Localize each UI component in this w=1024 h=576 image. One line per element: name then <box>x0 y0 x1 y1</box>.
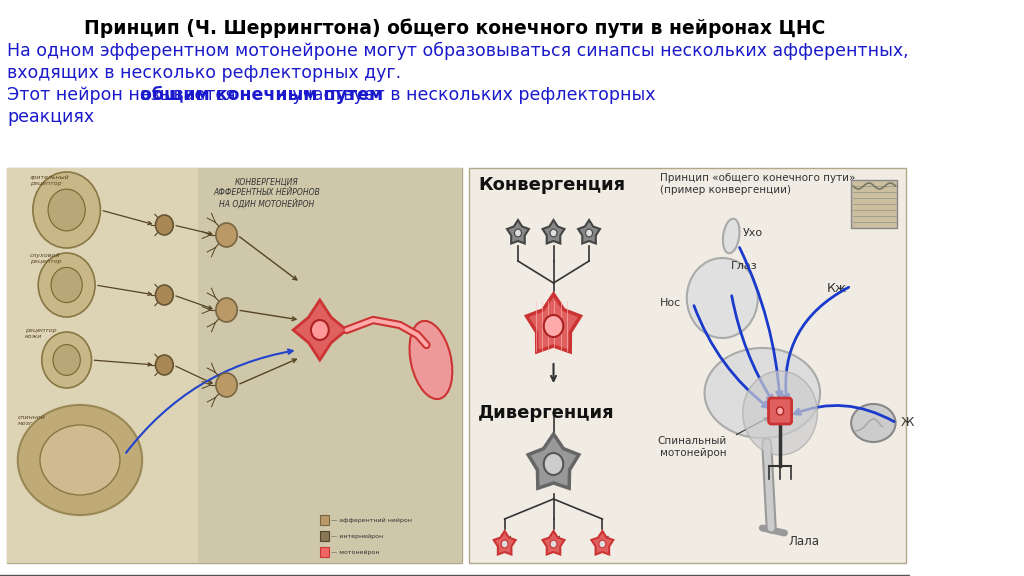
Circle shape <box>33 172 100 248</box>
Circle shape <box>776 407 783 415</box>
Polygon shape <box>543 220 564 244</box>
Circle shape <box>545 316 562 336</box>
Text: входящих в несколько рефлекторных дуг.: входящих в несколько рефлекторных дуг. <box>7 64 401 82</box>
Bar <box>199 168 462 563</box>
Ellipse shape <box>851 404 896 442</box>
Circle shape <box>156 355 173 375</box>
Polygon shape <box>526 294 581 352</box>
Text: и участвует в нескольких рефлекторных: и участвует в нескольких рефлекторных <box>270 86 655 104</box>
Circle shape <box>514 229 521 237</box>
Circle shape <box>53 344 80 376</box>
Text: — интернейрон: — интернейрон <box>331 533 383 539</box>
Text: Ухо: Ухо <box>742 228 763 238</box>
Bar <box>319 547 329 557</box>
Text: Нос: Нос <box>660 298 681 308</box>
Polygon shape <box>494 531 516 555</box>
FancyBboxPatch shape <box>768 398 792 424</box>
Circle shape <box>687 258 758 338</box>
Text: — мотонейрон: — мотонейрон <box>331 550 379 555</box>
Text: КОНВЕРГЕНЦИЯ
АФФЕРЕНТНЫХ НЕЙРОНОВ
НА ОДИН МОТОНЕЙРОН: КОНВЕРГЕНЦИЯ АФФЕРЕНТНЫХ НЕЙРОНОВ НА ОДИ… <box>213 178 319 209</box>
Bar <box>469 168 906 563</box>
Bar <box>319 515 329 525</box>
Ellipse shape <box>17 405 142 515</box>
Text: — афферентний нейрон: — афферентний нейрон <box>331 517 412 522</box>
Text: Принцип «общего конечного пути»
(пример конвергенции): Принцип «общего конечного пути» (пример … <box>660 173 855 195</box>
Ellipse shape <box>410 321 453 399</box>
Text: Принцип (Ч. Шеррингтона) общего конечного пути в нейронах ЦНС: Принцип (Ч. Шеррингтона) общего конечног… <box>84 18 825 37</box>
Bar <box>851 180 897 228</box>
Text: Этот нейрон называется: Этот нейрон называется <box>7 86 241 104</box>
Polygon shape <box>507 220 529 244</box>
Circle shape <box>742 371 817 455</box>
Circle shape <box>48 189 85 231</box>
Circle shape <box>546 455 561 473</box>
Text: Лала: Лала <box>788 535 820 548</box>
Text: Глаз: Глаз <box>731 261 758 271</box>
Circle shape <box>311 320 329 340</box>
Circle shape <box>216 373 238 397</box>
Polygon shape <box>579 220 600 244</box>
Text: слуховой
рецептор: слуховой рецептор <box>30 253 61 264</box>
Circle shape <box>544 453 563 475</box>
Circle shape <box>38 253 95 317</box>
Circle shape <box>51 267 82 302</box>
Circle shape <box>42 332 91 388</box>
Circle shape <box>586 229 593 237</box>
Circle shape <box>216 298 238 322</box>
Text: зрительный
рецептор: зрительный рецептор <box>30 175 70 186</box>
Circle shape <box>216 223 238 247</box>
Text: спинной
мозг: спинной мозг <box>17 415 46 426</box>
Bar <box>319 531 329 541</box>
Circle shape <box>599 540 606 548</box>
Polygon shape <box>293 300 346 360</box>
Text: Спинальный
мотонейрон: Спинальный мотонейрон <box>657 436 727 457</box>
Circle shape <box>156 215 173 235</box>
Text: На одном эфферентном мотонейроне могут образовываться синапсы нескольких афферен: На одном эфферентном мотонейроне могут о… <box>7 42 908 60</box>
Circle shape <box>550 229 557 237</box>
Text: Конвергенция: Конвергенция <box>478 176 625 194</box>
Polygon shape <box>543 531 564 555</box>
Bar <box>7 168 462 563</box>
Bar <box>7 168 199 563</box>
Ellipse shape <box>705 348 820 438</box>
Text: Дивергенция: Дивергенция <box>478 404 614 422</box>
Text: реакциях: реакциях <box>7 108 94 126</box>
Text: рецептор
кожи: рецептор кожи <box>25 328 56 339</box>
Circle shape <box>156 285 173 305</box>
Circle shape <box>550 540 557 548</box>
Circle shape <box>501 540 508 548</box>
Ellipse shape <box>723 219 739 253</box>
Polygon shape <box>592 531 613 555</box>
Text: Ж: Ж <box>901 416 914 430</box>
Polygon shape <box>528 434 579 488</box>
Circle shape <box>544 315 563 337</box>
Text: общим конечным путем: общим конечным путем <box>140 86 384 104</box>
Ellipse shape <box>40 425 120 495</box>
Text: Кж: Кж <box>826 282 847 294</box>
